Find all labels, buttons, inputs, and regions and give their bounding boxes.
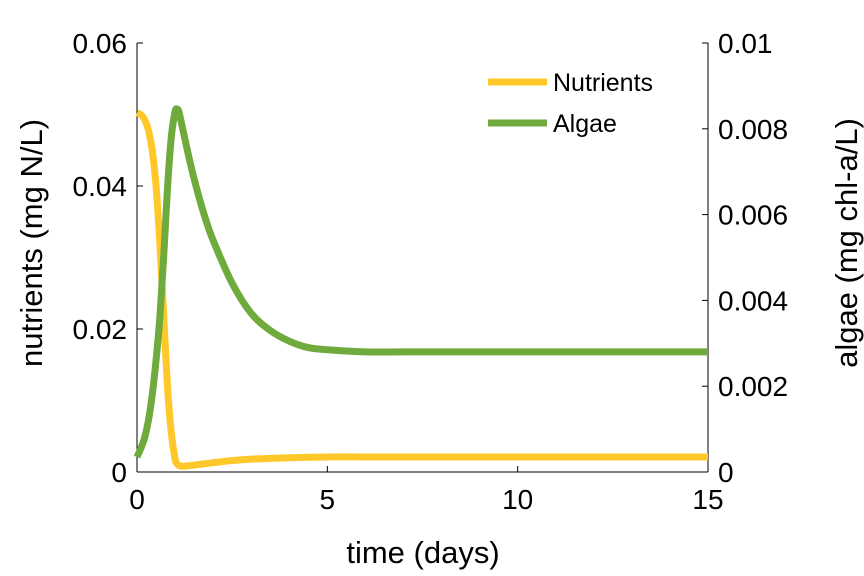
series-line-nutrients [135, 109, 708, 470]
right-y-tick-label: 0.004 [718, 285, 788, 316]
x-tick-label: 0 [129, 484, 145, 515]
left-y-tick-label: 0.02 [73, 314, 128, 345]
left-y-tick-label: 0 [111, 457, 127, 488]
left-y-tick-label: 0.04 [73, 171, 128, 202]
series-line-algae [133, 105, 708, 459]
legend: Nutrients Algae [488, 69, 653, 138]
right-y-axis-title: algae (mg chl-a/L) [829, 118, 864, 368]
right-y-tick-label: 0.008 [718, 114, 788, 145]
series [133, 105, 708, 470]
x-tick-label: 10 [502, 484, 533, 515]
left-y-axis-title: nutrients (mg N/L) [14, 119, 49, 367]
x-tick-label: 15 [692, 484, 723, 515]
left-y-tick-label: 0.06 [73, 28, 128, 59]
x-tick-label: 5 [320, 484, 336, 515]
x-axis-title: time (days) [346, 535, 499, 570]
right-y-tick-label: 0.01 [718, 28, 773, 59]
right-y-tick-label: 0.006 [718, 200, 788, 231]
legend-label-nutrients: Nutrients [553, 69, 653, 97]
right-y-tick-label: 0 [718, 457, 734, 488]
legend-label-algae: Algae [553, 110, 617, 138]
ticks: 0 5 10 1500.020.040.0600.0020.0040.0060.008… [73, 28, 789, 515]
right-y-tick-label: 0.002 [718, 371, 788, 402]
